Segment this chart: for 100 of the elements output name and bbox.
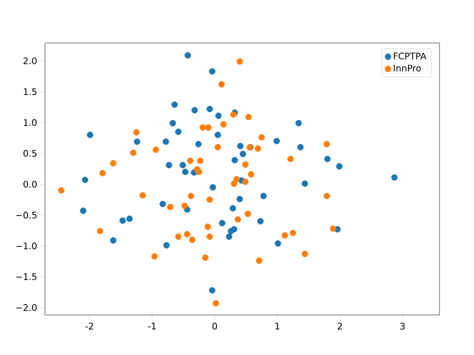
point <box>206 106 213 112</box>
x-tick-label: -1 <box>148 322 156 330</box>
point <box>130 150 136 156</box>
point <box>215 112 222 119</box>
point <box>167 204 174 210</box>
point <box>205 124 212 131</box>
point <box>206 233 213 240</box>
point <box>80 208 86 214</box>
point <box>208 287 216 294</box>
point <box>282 232 288 239</box>
point <box>139 192 146 199</box>
point <box>126 216 133 222</box>
x-tick-label: -2 <box>85 322 94 330</box>
y-tick-label: −1.0 <box>16 242 37 250</box>
y-tick-label: −0.5 <box>16 212 36 218</box>
point <box>234 216 242 223</box>
point <box>96 228 104 234</box>
y-tick-label: −2.0 <box>16 304 37 311</box>
point <box>195 140 202 148</box>
point <box>237 142 244 150</box>
point <box>248 171 254 178</box>
point <box>297 144 304 150</box>
point <box>212 300 220 306</box>
point <box>324 140 330 148</box>
point <box>133 129 140 136</box>
point <box>166 162 172 168</box>
point <box>163 242 170 248</box>
y-tick-label: 2.0 <box>24 57 37 64</box>
point <box>175 233 182 240</box>
point <box>110 160 116 166</box>
point <box>197 158 204 164</box>
point <box>204 224 212 230</box>
point <box>242 161 249 168</box>
point <box>110 237 116 244</box>
point <box>232 156 238 164</box>
point <box>236 196 243 202</box>
point <box>290 230 296 236</box>
point <box>175 128 182 136</box>
y-tick-label: 0.5 <box>23 150 36 157</box>
point <box>257 218 264 224</box>
point <box>245 114 252 120</box>
point <box>214 132 222 138</box>
y-tick-label: 1.5 <box>24 88 36 96</box>
point <box>182 168 188 176</box>
point <box>86 132 94 138</box>
point <box>324 192 330 200</box>
point <box>99 170 106 176</box>
point <box>187 158 194 164</box>
point <box>391 174 398 181</box>
point <box>181 202 188 210</box>
point <box>274 240 282 247</box>
point <box>240 150 246 158</box>
point <box>210 184 216 191</box>
point <box>258 134 265 141</box>
point <box>230 226 238 232</box>
point <box>226 233 232 240</box>
point <box>330 225 336 232</box>
point <box>180 162 186 168</box>
x-tick-label: 1 <box>275 322 280 330</box>
legend-label: InnPro <box>394 64 421 72</box>
point <box>152 146 160 153</box>
point <box>184 52 191 59</box>
point <box>220 121 227 128</box>
point <box>119 217 126 224</box>
point <box>170 120 176 126</box>
point <box>202 254 209 261</box>
y-tick-label: −1.5 <box>16 273 36 280</box>
point <box>336 163 343 170</box>
point <box>134 138 140 145</box>
point <box>219 220 226 226</box>
point <box>230 205 236 212</box>
point <box>244 210 252 218</box>
point <box>196 168 202 176</box>
point <box>302 250 308 258</box>
legend-label: FCPTPA <box>394 52 426 60</box>
point <box>208 68 216 75</box>
point <box>171 101 178 108</box>
point <box>273 138 280 144</box>
point <box>151 253 158 260</box>
point <box>230 180 238 187</box>
point <box>218 81 225 88</box>
point <box>324 156 331 162</box>
point <box>191 107 198 114</box>
point <box>302 180 308 187</box>
point <box>256 258 262 264</box>
x-tick-label: 2 <box>338 322 342 330</box>
point <box>200 124 206 131</box>
y-tick-label: 0.0 <box>23 180 37 188</box>
point <box>236 58 243 65</box>
x-tick-label: 3 <box>400 322 405 330</box>
point <box>82 176 88 184</box>
y-tick-label: 1.0 <box>24 119 37 126</box>
point <box>188 192 194 200</box>
point <box>214 144 222 150</box>
x-tick-label: 0 <box>212 322 217 330</box>
point <box>188 236 196 243</box>
point <box>162 138 170 145</box>
point <box>58 187 64 194</box>
point <box>287 156 294 162</box>
point <box>254 145 262 152</box>
